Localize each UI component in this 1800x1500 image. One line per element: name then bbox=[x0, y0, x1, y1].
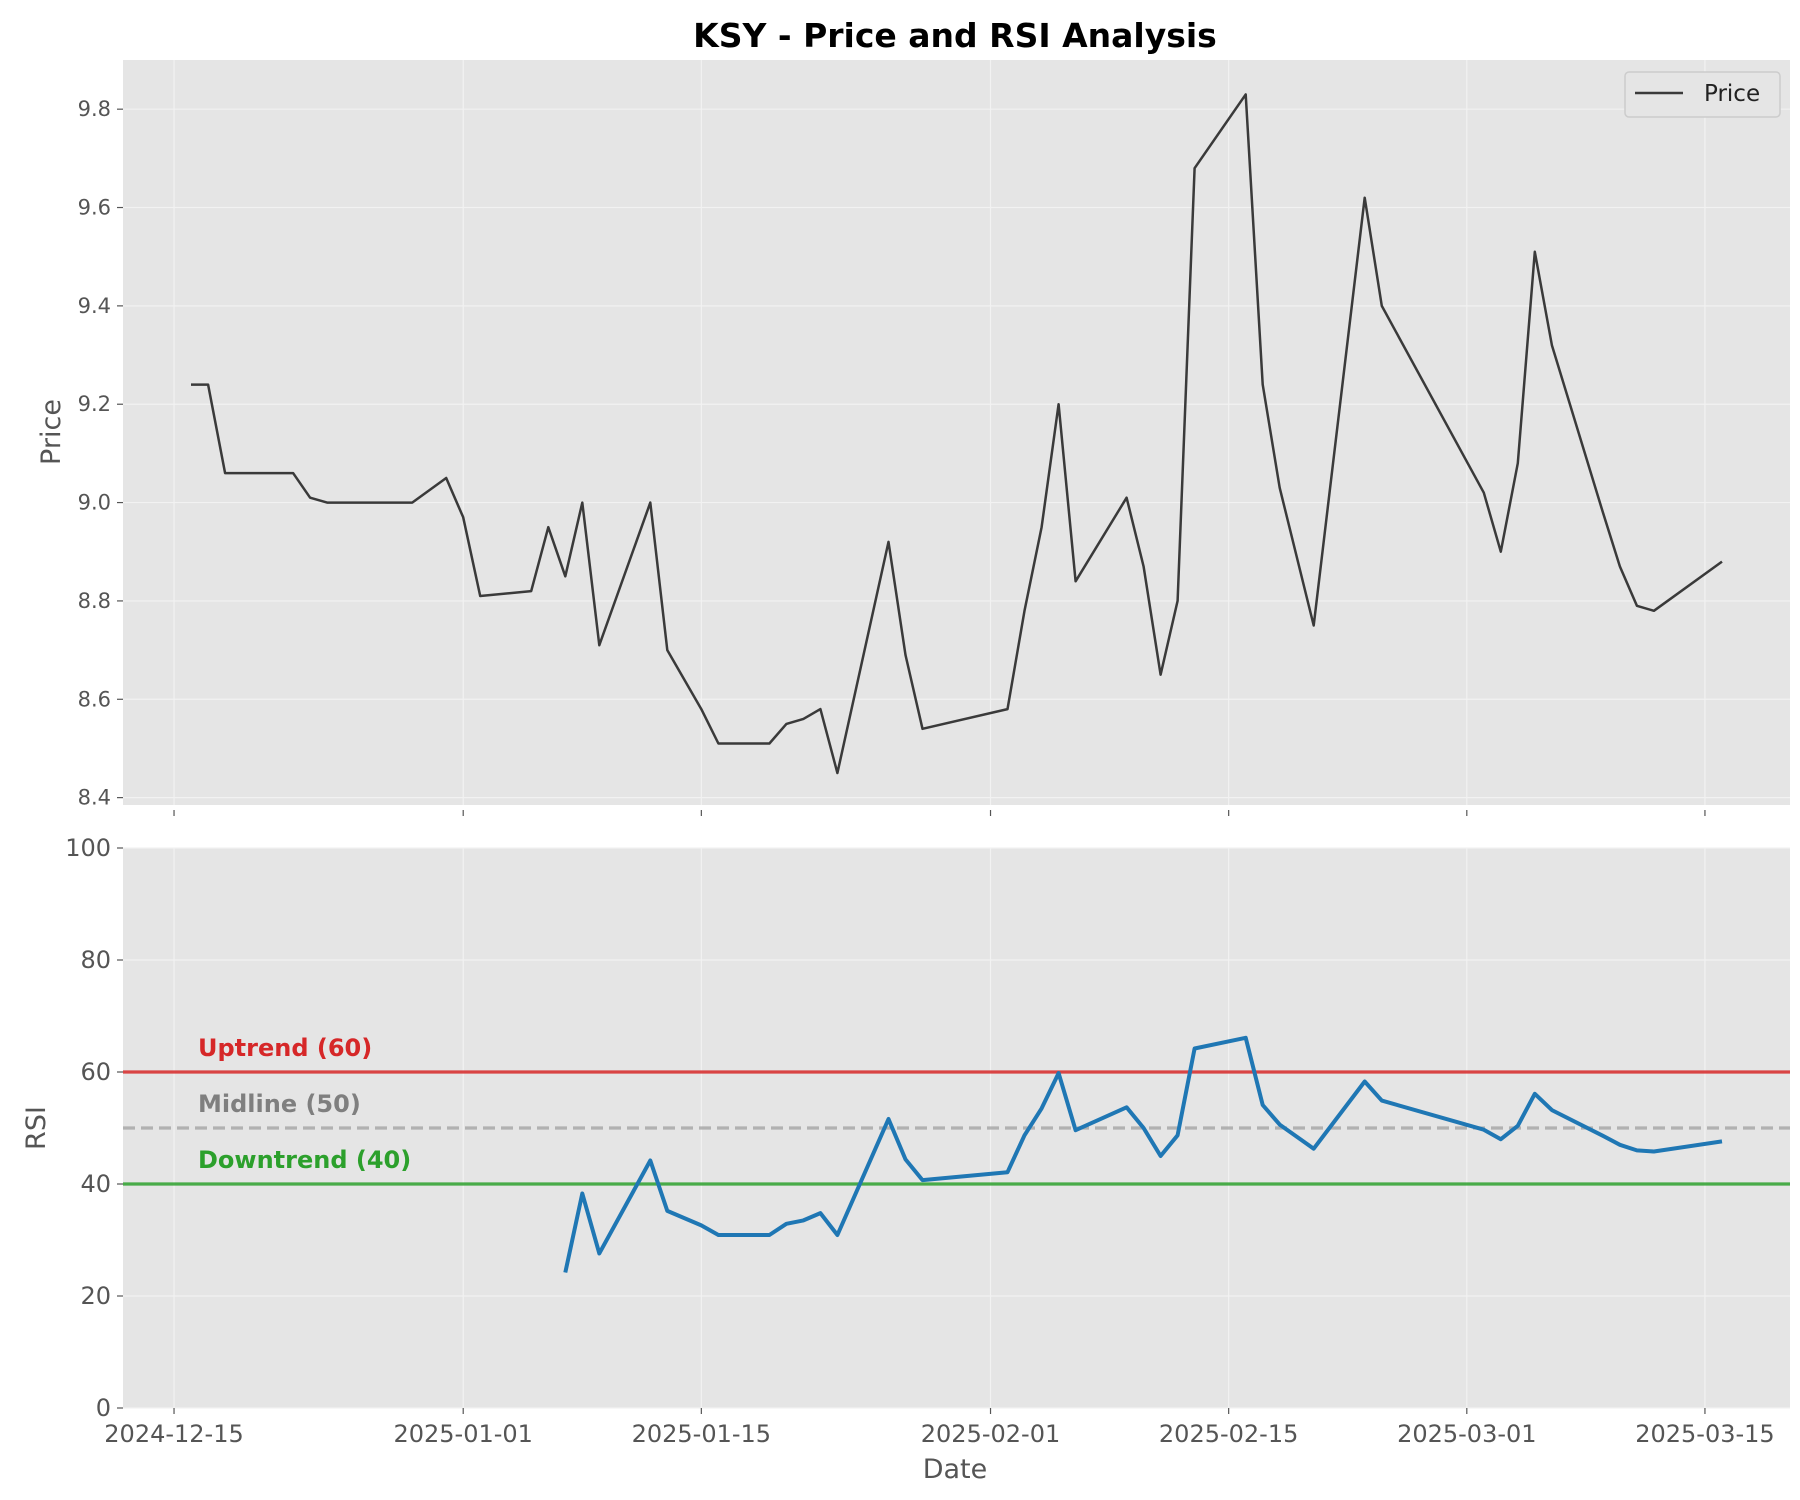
rsi-ref-label-40: Downtrend (40) bbox=[198, 1146, 411, 1174]
price-line-price bbox=[191, 93, 1723, 775]
chart-title: KSY - Price and RSI Analysis bbox=[693, 16, 1217, 55]
price-y-tick-label-7: 9.8 bbox=[78, 97, 111, 121]
x-tick-label-1: 2025-01-01 bbox=[393, 1420, 532, 1448]
price-x-ticks bbox=[173, 810, 1706, 816]
rsi-series bbox=[563, 1035, 1723, 1273]
rsi-reference-lines: Uptrend (60) Midline (50) Downtrend (40) bbox=[123, 1034, 1790, 1186]
x-axis-label: Date bbox=[923, 1454, 988, 1485]
x-tick-label-3: 2025-02-01 bbox=[921, 1420, 1060, 1448]
legend-label-price: Price bbox=[1704, 81, 1760, 107]
rsi-y-tick-label-5: 100 bbox=[65, 834, 111, 862]
rsi-y-tick-label-4: 80 bbox=[80, 946, 111, 974]
legend-box bbox=[1624, 71, 1781, 118]
price-y-tick-label-3: 9.0 bbox=[78, 491, 111, 515]
rsi-y-ticks: 0 20 40 60 80 100 bbox=[65, 834, 123, 1422]
price-axis-label: Price bbox=[36, 399, 67, 465]
price-panel-background bbox=[123, 60, 1790, 805]
price-y-tick-label-2: 8.8 bbox=[78, 589, 111, 613]
rsi-ref-label-50: Midline (50) bbox=[198, 1090, 361, 1118]
price-series bbox=[191, 93, 1723, 775]
price-y-tick-label-1: 8.6 bbox=[78, 687, 111, 711]
rsi-y-tick-label-0: 0 bbox=[96, 1394, 111, 1422]
rsi-axis-label: RSI bbox=[21, 1106, 52, 1150]
price-y-ticks: 8.4 8.6 8.8 9.0 9.2 9.4 9.6 9.8 bbox=[78, 97, 123, 810]
legend: Price bbox=[1624, 71, 1781, 118]
x-tick-label-5: 2025-03-01 bbox=[1397, 1420, 1536, 1448]
rsi-x-ticks: 2024-12-15 2025-01-01 2025-01-15 2025-02-01… bbox=[104, 1408, 1775, 1448]
x-tick-label-4: 2025-02-15 bbox=[1159, 1420, 1298, 1448]
rsi-y-tick-label-1: 20 bbox=[80, 1282, 111, 1310]
rsi-grid bbox=[123, 847, 1790, 1409]
price-y-tick-label-5: 9.4 bbox=[78, 294, 111, 318]
rsi-line bbox=[563, 1035, 1723, 1273]
price-grid bbox=[123, 60, 1790, 805]
price-y-tick-label-4: 9.2 bbox=[78, 392, 111, 416]
rsi-ref-label-60: Uptrend (60) bbox=[198, 1034, 372, 1062]
price-y-tick-label-0: 8.4 bbox=[78, 786, 111, 810]
price-y-tick-label-6: 9.6 bbox=[78, 196, 111, 220]
x-tick-label-2: 2025-01-15 bbox=[632, 1420, 771, 1448]
x-tick-label-6: 2025-03-15 bbox=[1635, 1420, 1774, 1448]
rsi-y-tick-label-2: 40 bbox=[80, 1170, 111, 1198]
x-tick-label-0: 2024-12-15 bbox=[104, 1420, 243, 1448]
rsi-y-tick-label-3: 60 bbox=[80, 1058, 111, 1086]
